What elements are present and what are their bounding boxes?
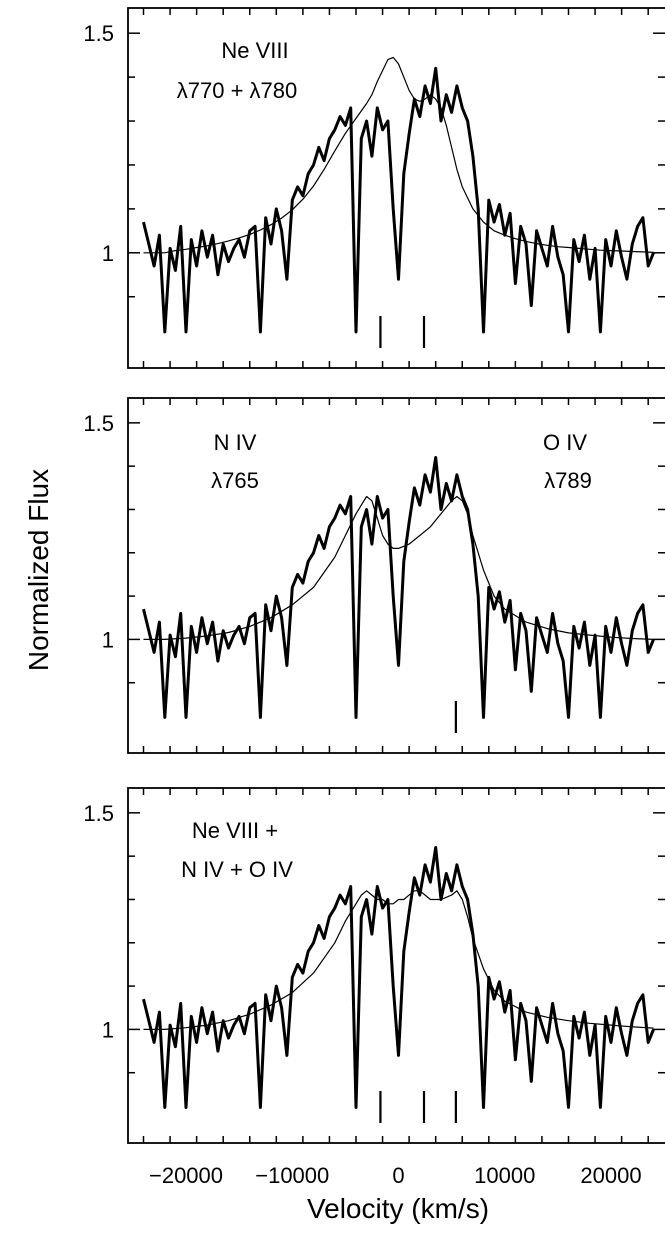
x-tick-label: −10000 bbox=[255, 1163, 329, 1188]
panel-frame bbox=[127, 397, 665, 754]
model-line bbox=[143, 890, 654, 1030]
annotation: λ765 bbox=[211, 468, 259, 493]
model-line bbox=[143, 56, 654, 254]
y-tick-label: 1.5 bbox=[83, 411, 114, 436]
spectrum-line bbox=[142, 456, 655, 719]
annotation: N IV + O IV bbox=[181, 857, 293, 882]
x-tick-label: 0 bbox=[392, 1163, 404, 1188]
panel-middle: 1 1.5 N IV λ765 O IV λ789 bbox=[83, 397, 665, 754]
model-line bbox=[143, 495, 654, 640]
spectrum-line bbox=[142, 846, 655, 1109]
annotation: N IV bbox=[214, 430, 257, 455]
y-tick-label: 1 bbox=[102, 1017, 114, 1042]
y-axis-title: Normalized Flux bbox=[23, 469, 54, 671]
annotation: O IV bbox=[543, 430, 587, 455]
panel-top: 1 1.5 Ne VIII λ770 + λ780 bbox=[83, 7, 665, 369]
panel-bottom: 1 1.5 −20000 −10000 0 10000 20000 Ne VIII + N IV… bbox=[83, 787, 665, 1188]
x-axis-title: Velocity (km/s) bbox=[307, 1193, 489, 1224]
annotation: Ne VIII + bbox=[192, 818, 278, 843]
panel-frame bbox=[127, 7, 665, 369]
y-tick-label: 1 bbox=[102, 241, 114, 266]
annotation: Ne VIII bbox=[221, 38, 288, 63]
panel-frame bbox=[127, 787, 665, 1144]
x-tick-label: 20000 bbox=[580, 1163, 641, 1188]
y-tick-label: 1.5 bbox=[83, 801, 114, 826]
x-tick-label: −20000 bbox=[149, 1163, 223, 1188]
x-tick-label: 10000 bbox=[474, 1163, 535, 1188]
annotation: λ770 + λ780 bbox=[177, 78, 297, 103]
spectrum-line bbox=[142, 66, 655, 334]
y-tick-label: 1.5 bbox=[83, 21, 114, 46]
y-tick-label: 1 bbox=[102, 627, 114, 652]
annotation: λ789 bbox=[544, 468, 592, 493]
